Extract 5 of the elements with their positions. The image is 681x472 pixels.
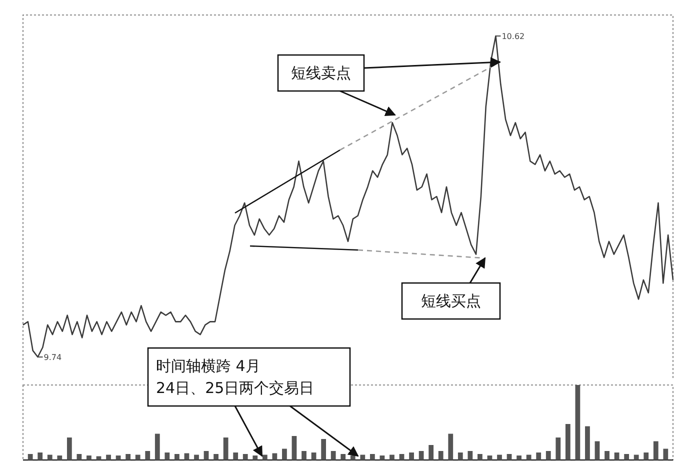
annotation: 时间轴横跨 4月 24日、25日两个交易日 [156, 357, 314, 397]
annotation: 短线卖点 [291, 64, 351, 82]
annotation: 9.74 [44, 353, 62, 362]
annotation: 短线买点 [421, 292, 481, 310]
annotation: 10.62 [502, 32, 525, 41]
